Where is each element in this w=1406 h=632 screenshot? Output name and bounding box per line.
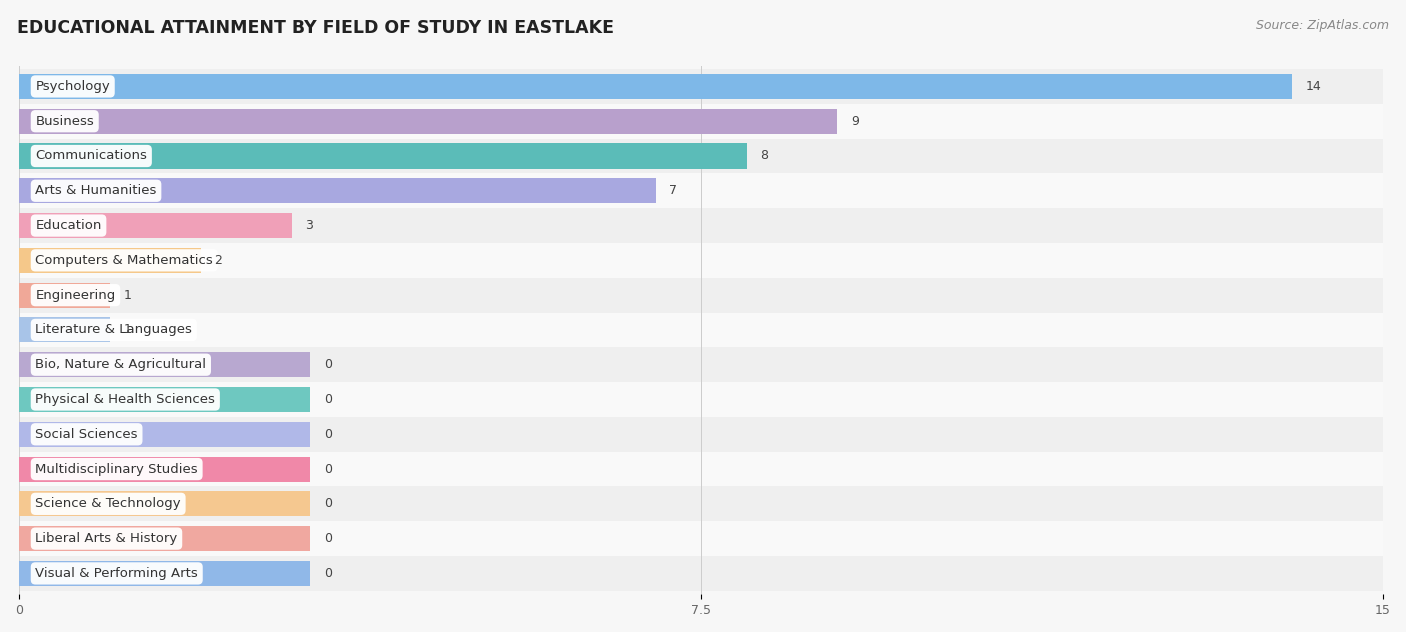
Bar bbox=[20, 382, 1384, 417]
Text: 9: 9 bbox=[851, 115, 859, 128]
Bar bbox=[20, 487, 1384, 521]
Bar bbox=[20, 317, 110, 343]
Text: 1: 1 bbox=[124, 289, 131, 301]
Text: 0: 0 bbox=[323, 358, 332, 371]
Text: Science & Technology: Science & Technology bbox=[35, 497, 181, 510]
Bar bbox=[20, 348, 1384, 382]
Bar bbox=[20, 556, 1384, 591]
Bar bbox=[20, 74, 1292, 99]
Text: Bio, Nature & Agricultural: Bio, Nature & Agricultural bbox=[35, 358, 207, 371]
Text: 0: 0 bbox=[323, 393, 332, 406]
Bar bbox=[20, 138, 1384, 173]
Text: Communications: Communications bbox=[35, 150, 148, 162]
Bar bbox=[20, 69, 1384, 104]
Bar bbox=[20, 452, 1384, 487]
Text: Arts & Humanities: Arts & Humanities bbox=[35, 185, 156, 197]
Bar bbox=[20, 387, 309, 412]
Text: 8: 8 bbox=[761, 150, 768, 162]
Bar bbox=[20, 208, 1384, 243]
Bar bbox=[20, 456, 309, 482]
Bar bbox=[20, 417, 1384, 452]
Bar bbox=[20, 243, 1384, 277]
Text: Education: Education bbox=[35, 219, 101, 232]
Bar bbox=[20, 521, 1384, 556]
Text: Physical & Health Sciences: Physical & Health Sciences bbox=[35, 393, 215, 406]
Bar bbox=[20, 248, 201, 273]
Text: Literature & Languages: Literature & Languages bbox=[35, 324, 193, 336]
Bar bbox=[20, 277, 1384, 313]
Text: 1: 1 bbox=[124, 324, 131, 336]
Bar bbox=[20, 352, 309, 377]
Text: Business: Business bbox=[35, 115, 94, 128]
Text: 0: 0 bbox=[323, 428, 332, 441]
Text: 2: 2 bbox=[215, 254, 222, 267]
Bar bbox=[20, 491, 309, 516]
Text: 3: 3 bbox=[305, 219, 314, 232]
Bar bbox=[20, 143, 747, 169]
Bar bbox=[20, 283, 110, 308]
Text: 7: 7 bbox=[669, 185, 678, 197]
Bar bbox=[20, 561, 309, 586]
Bar bbox=[20, 526, 309, 551]
Bar bbox=[20, 173, 1384, 208]
Bar bbox=[20, 104, 1384, 138]
Text: Multidisciplinary Studies: Multidisciplinary Studies bbox=[35, 463, 198, 475]
Bar bbox=[20, 422, 309, 447]
Text: EDUCATIONAL ATTAINMENT BY FIELD OF STUDY IN EASTLAKE: EDUCATIONAL ATTAINMENT BY FIELD OF STUDY… bbox=[17, 19, 614, 37]
Text: 0: 0 bbox=[323, 532, 332, 545]
Text: 0: 0 bbox=[323, 567, 332, 580]
Text: Psychology: Psychology bbox=[35, 80, 110, 93]
Text: Liberal Arts & History: Liberal Arts & History bbox=[35, 532, 177, 545]
Text: Source: ZipAtlas.com: Source: ZipAtlas.com bbox=[1256, 19, 1389, 32]
Text: Engineering: Engineering bbox=[35, 289, 115, 301]
Text: Social Sciences: Social Sciences bbox=[35, 428, 138, 441]
Text: Visual & Performing Arts: Visual & Performing Arts bbox=[35, 567, 198, 580]
Text: Computers & Mathematics: Computers & Mathematics bbox=[35, 254, 214, 267]
Bar bbox=[20, 178, 655, 204]
Text: 14: 14 bbox=[1306, 80, 1322, 93]
Bar bbox=[20, 109, 838, 134]
Text: 0: 0 bbox=[323, 463, 332, 475]
Bar bbox=[20, 313, 1384, 348]
Bar bbox=[20, 213, 292, 238]
Text: 0: 0 bbox=[323, 497, 332, 510]
